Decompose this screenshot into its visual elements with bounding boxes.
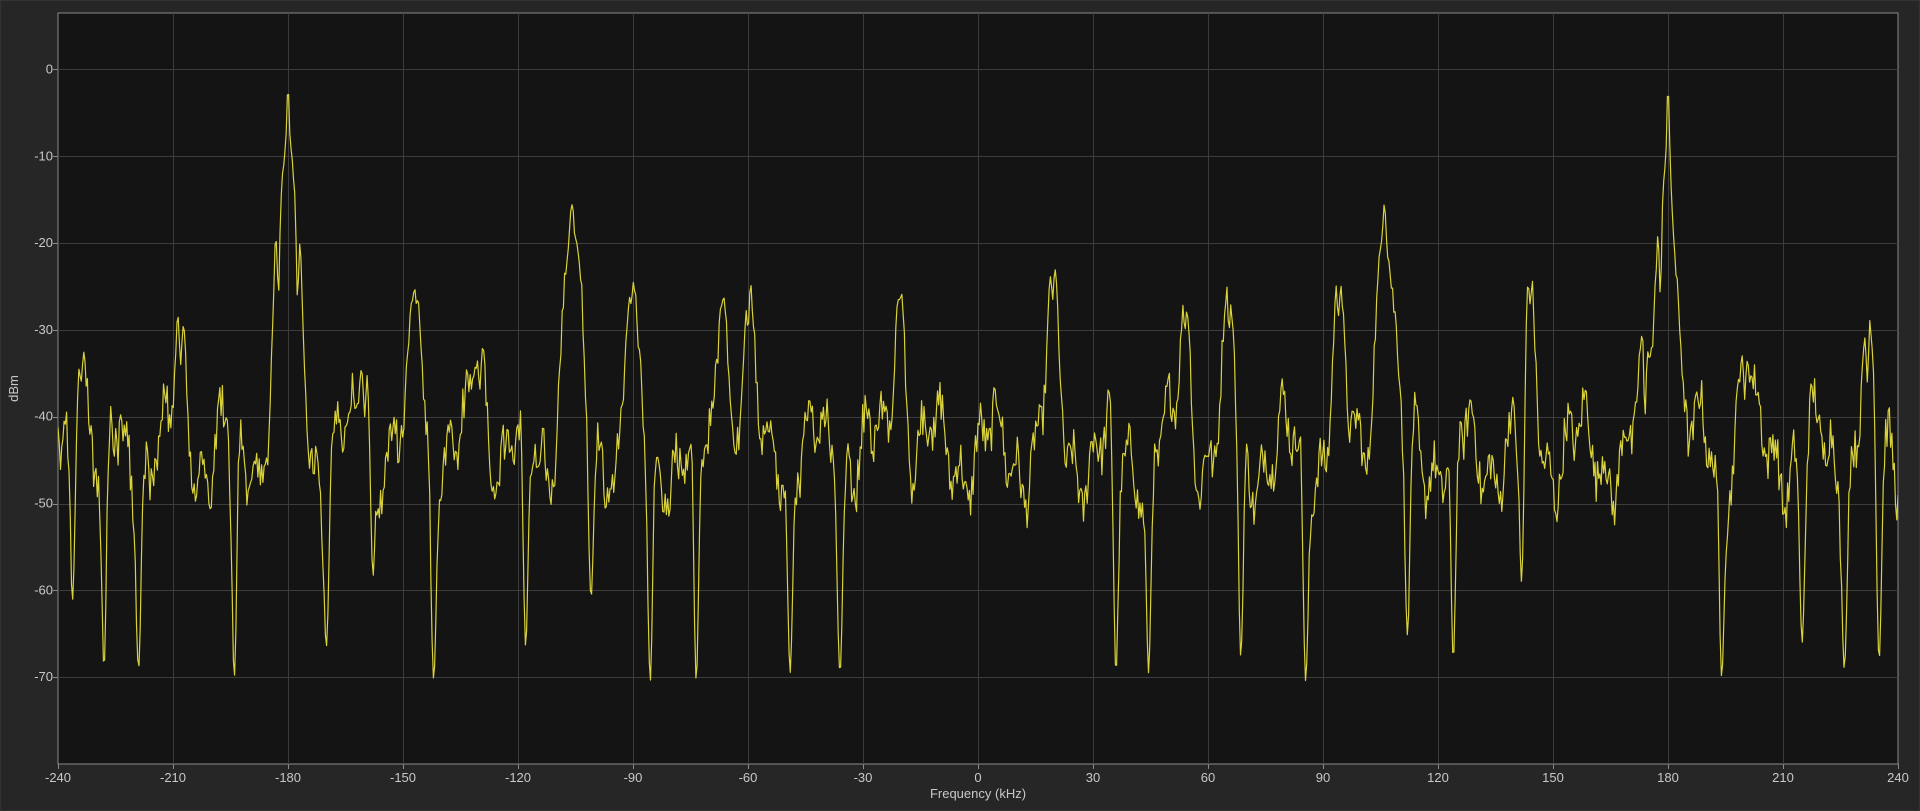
- y-tick-label: -30: [34, 322, 53, 337]
- y-axis-label: dBm: [6, 375, 21, 402]
- spectrum-trace: [58, 94, 1898, 682]
- y-tick-label: -60: [34, 582, 53, 597]
- x-axis-ticks: -240 -210 -180 -150 -120 -90 -60 -30 0 30 60 90 120 1…: [45, 764, 1909, 785]
- y-tick-label: -10: [34, 148, 53, 163]
- y-tick-label: -20: [34, 235, 53, 250]
- x-tick-label: 90: [1316, 770, 1330, 785]
- y-tick-label: -70: [34, 669, 53, 684]
- y-tick-label: -40: [34, 409, 53, 424]
- x-tick-label: -120: [505, 770, 531, 785]
- x-tick-label: -180: [275, 770, 301, 785]
- x-tick-label: 150: [1542, 770, 1564, 785]
- y-tick-label: -50: [34, 496, 53, 511]
- y-tick-label: 0: [46, 61, 53, 76]
- x-tick-label: 0: [974, 770, 981, 785]
- x-tick-label: -30: [854, 770, 873, 785]
- x-tick-label: 120: [1427, 770, 1449, 785]
- x-tick-label: -240: [45, 770, 71, 785]
- x-tick-label: 30: [1086, 770, 1100, 785]
- x-tick-label: -150: [390, 770, 416, 785]
- x-tick-label: 210: [1772, 770, 1794, 785]
- y-axis-ticks: 0 -10 -20 -30 -40 -50 -60 -70: [34, 61, 58, 684]
- x-axis-label: Frequency (kHz): [930, 786, 1026, 801]
- x-tick-label: 60: [1201, 770, 1215, 785]
- x-tick-label: -60: [739, 770, 758, 785]
- x-tick-label: -210: [160, 770, 186, 785]
- x-tick-label: 240: [1887, 770, 1909, 785]
- x-tick-label: -90: [624, 770, 643, 785]
- x-tick-label: 180: [1657, 770, 1679, 785]
- grid-lines: [58, 13, 1898, 764]
